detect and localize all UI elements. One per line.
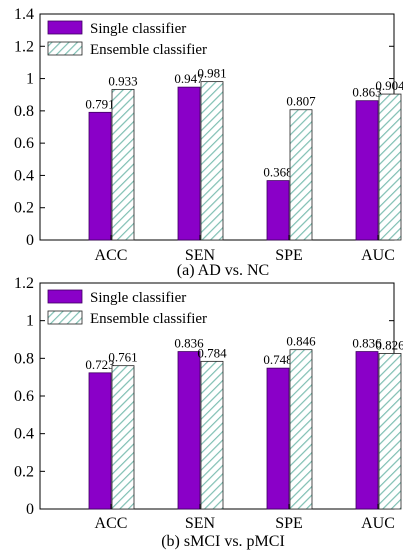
y-tick-label: 1.2 xyxy=(14,275,34,292)
data-label: 0.863 xyxy=(352,85,381,100)
legend-swatch-single xyxy=(47,289,83,304)
data-label: 0.761 xyxy=(108,350,137,365)
bar-single-spe xyxy=(266,367,290,510)
legend-swatch-ensemble xyxy=(47,310,83,325)
bar-ensemble-sen xyxy=(200,360,224,510)
x-tick-label: AUC xyxy=(361,247,395,264)
data-label: 0.784 xyxy=(197,345,227,360)
y-tick-label: 1 xyxy=(26,313,34,330)
legend-label-single: Single classifier xyxy=(90,21,186,37)
data-label: 0.807 xyxy=(286,94,316,109)
y-tick-label: 1 xyxy=(26,71,34,88)
bar-single-auc xyxy=(355,351,379,510)
legend-swatch-ensemble xyxy=(47,41,83,56)
chart-panel-1: 00.20.40.60.811.21.40.7910.933ACC0.9470.… xyxy=(14,6,403,279)
y-tick-label: 0.4 xyxy=(14,426,34,443)
data-label: 0.836 xyxy=(352,336,382,351)
legend-label-single: Single classifier xyxy=(90,290,186,306)
x-tick-label: AUC xyxy=(361,515,395,532)
y-tick-label: 0.2 xyxy=(14,463,34,480)
legend-label-ensemble: Ensemble classifier xyxy=(90,311,207,327)
data-label: 0.748 xyxy=(263,352,292,367)
x-tick-label: SPE xyxy=(275,247,303,264)
bar-single-sen xyxy=(177,86,201,241)
bar-ensemble-spe xyxy=(289,349,313,510)
bar-ensemble-sen xyxy=(200,81,224,241)
data-label: 0.723 xyxy=(85,357,114,372)
bar-single-spe xyxy=(266,180,290,241)
data-label: 0.846 xyxy=(286,334,316,349)
y-tick-label: 0.2 xyxy=(14,200,34,217)
y-tick-label: 0.4 xyxy=(14,167,34,184)
bar-single-sen xyxy=(177,351,201,510)
data-label: 0.836 xyxy=(174,336,204,351)
x-tick-label: SEN xyxy=(185,247,216,264)
y-tick-label: 0.6 xyxy=(14,135,34,152)
data-label: 0.933 xyxy=(108,73,137,88)
bar-single-acc xyxy=(88,111,112,241)
y-tick-label: 0.8 xyxy=(14,103,34,120)
legend-swatch-single xyxy=(47,20,83,35)
bar-ensemble-auc xyxy=(378,353,402,510)
y-tick-label: 1.2 xyxy=(14,38,34,55)
y-tick-label: 0.6 xyxy=(14,388,34,405)
panel-caption: (a) AD vs. NC xyxy=(177,262,269,279)
y-tick-label: 0 xyxy=(26,501,34,518)
data-label: 0.947 xyxy=(174,71,204,86)
y-tick-label: 0.8 xyxy=(14,350,34,367)
data-label: 0.368 xyxy=(263,165,292,180)
x-tick-label: ACC xyxy=(95,515,128,532)
bar-ensemble-spe xyxy=(289,109,313,241)
x-tick-label: ACC xyxy=(95,247,128,264)
legend-label-ensemble: Ensemble classifier xyxy=(90,42,207,58)
bar-ensemble-acc xyxy=(111,88,135,241)
data-label: 0.791 xyxy=(85,96,114,111)
bar-ensemble-acc xyxy=(111,365,135,510)
x-tick-label: SPE xyxy=(275,515,303,532)
data-label: 0.826 xyxy=(375,337,403,352)
data-label: 0.981 xyxy=(197,66,226,81)
x-tick-label: SEN xyxy=(185,515,216,532)
bar-ensemble-auc xyxy=(378,93,402,241)
chart-panel-2: 00.20.40.60.811.20.7230.761ACC0.8360.784… xyxy=(14,275,403,550)
y-tick-label: 1.4 xyxy=(14,6,34,23)
bar-single-auc xyxy=(355,100,379,241)
y-tick-label: 0 xyxy=(26,232,34,249)
data-label: 0.904 xyxy=(375,78,403,93)
bar-single-acc xyxy=(88,372,112,510)
panel-caption: (b) sMCI vs. pMCI xyxy=(161,533,285,550)
